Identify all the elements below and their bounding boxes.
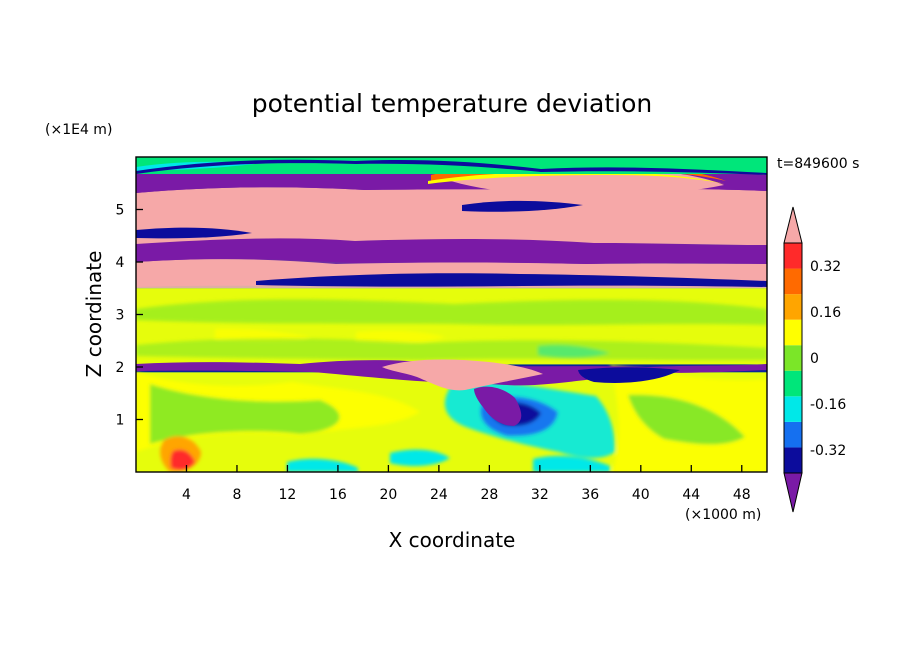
colorbar-labels: 0.32 0.16 0 -0.16 -0.32 bbox=[810, 259, 846, 459]
x-tick-label-48: 48 bbox=[733, 487, 751, 503]
colorbar-label-2: 0 bbox=[810, 351, 819, 367]
upper-layers bbox=[136, 161, 767, 287]
time-label: t=849600 s bbox=[777, 156, 859, 172]
colorbar-label-4: -0.32 bbox=[810, 443, 846, 459]
y-axis-title: Z coordinate bbox=[82, 251, 106, 378]
colorbar-segment-3 bbox=[784, 396, 802, 422]
colorbar-top-cap bbox=[783, 206, 803, 244]
cyan-low-1 bbox=[390, 449, 450, 466]
x-axis-unit-label: (×1000 m) bbox=[685, 507, 761, 523]
x-tick-label-12: 12 bbox=[279, 487, 297, 503]
colorbar-segment-7 bbox=[784, 294, 802, 320]
y-axis-unit-label: (×1E4 m) bbox=[45, 122, 112, 138]
colorbar-segment-1 bbox=[784, 447, 802, 473]
colorbar-segment-4 bbox=[784, 370, 802, 397]
red-hotspot-left bbox=[170, 449, 195, 470]
y-tick-label-1: 1 bbox=[116, 413, 125, 429]
x-tick-label-20: 20 bbox=[379, 487, 397, 503]
middle-layer-features bbox=[136, 299, 767, 361]
green-ridge-right bbox=[628, 394, 745, 445]
colorbar-segment-6 bbox=[784, 319, 802, 346]
chart-title: potential temperature deviation bbox=[252, 89, 652, 118]
y-axis-ticks: 1 2 3 4 5 bbox=[116, 203, 143, 429]
colorbar-segment-5 bbox=[784, 345, 802, 371]
lower-troposphere bbox=[136, 365, 767, 472]
y-tick-label-4: 4 bbox=[116, 255, 125, 271]
upper-pink-mid bbox=[136, 187, 767, 245]
mid-yellow-streak-2 bbox=[356, 330, 446, 343]
upper-purple-mid bbox=[136, 238, 767, 264]
upper-yellow-edge bbox=[428, 171, 725, 184]
purple-dip bbox=[474, 386, 522, 426]
thin-inversion-layer bbox=[136, 359, 767, 426]
x-axis-title: X coordinate bbox=[389, 528, 516, 552]
colorbar-label-3: -0.16 bbox=[810, 397, 846, 413]
x-axis-ticks: 4 8 12 16 20 24 28 32 36 40 44 48 bbox=[182, 465, 751, 503]
mid-lime-band-2 bbox=[136, 338, 767, 361]
colorbar-label-1: 0.16 bbox=[810, 305, 841, 321]
green-lens-left bbox=[150, 384, 340, 444]
colorbar-frame bbox=[783, 242, 803, 474]
colorbar-segments bbox=[784, 243, 802, 473]
y-tick-label-3: 3 bbox=[116, 308, 125, 324]
x-tick-label-24: 24 bbox=[430, 487, 448, 503]
x-tick-label-8: 8 bbox=[232, 487, 241, 503]
colorbar-segment-8 bbox=[784, 268, 802, 295]
cyan-low-3 bbox=[287, 458, 358, 472]
colorbar-label-0: 0.32 bbox=[810, 259, 841, 275]
mid-lime-band bbox=[136, 299, 767, 325]
x-tick-label-44: 44 bbox=[682, 487, 700, 503]
upper-navy-inlay-2 bbox=[462, 200, 583, 212]
top-navy-thin bbox=[136, 159, 767, 175]
pink-inversion-bump bbox=[382, 359, 543, 391]
colorbar-segment-2 bbox=[784, 421, 802, 448]
x-tick-label-16: 16 bbox=[329, 487, 347, 503]
upper-navy-inlay-3 bbox=[256, 273, 767, 287]
x-tick-label-28: 28 bbox=[480, 487, 498, 503]
upper-navy-inlay-1 bbox=[136, 227, 252, 239]
x-tick-label-32: 32 bbox=[531, 487, 549, 503]
plot-area bbox=[136, 157, 767, 472]
top-green-region bbox=[136, 157, 767, 175]
x-tick-label-36: 36 bbox=[581, 487, 599, 503]
colorbar-segment-9 bbox=[784, 243, 802, 269]
y-tick-label-5: 5 bbox=[116, 203, 125, 219]
y-tick-label-2: 2 bbox=[116, 360, 125, 376]
x-tick-label-4: 4 bbox=[182, 487, 191, 503]
navy-inversion-right bbox=[578, 367, 680, 383]
colorbar: 0.32 0.16 0 -0.16 -0.32 bbox=[783, 206, 846, 513]
x-tick-label-40: 40 bbox=[632, 487, 650, 503]
colorbar-bottom-cap bbox=[783, 472, 803, 513]
